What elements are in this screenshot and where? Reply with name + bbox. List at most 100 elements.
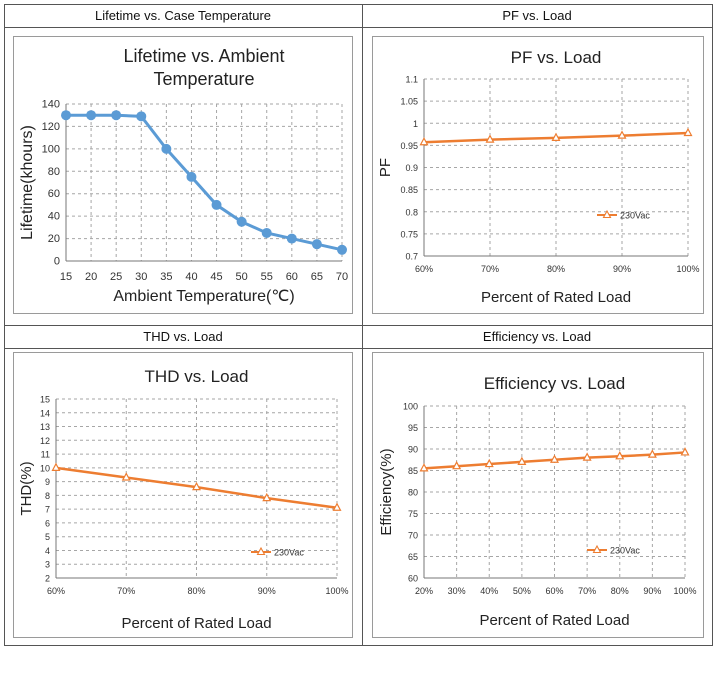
data-point [551,132,561,141]
legend-marker [602,209,612,219]
data-point [647,449,657,458]
x-tick-label: 45 [210,271,222,283]
x-tick-label: 80% [187,586,205,596]
x-axis-label-thd: Percent of Rated Load [121,615,271,632]
y-tick-label: 85 [408,466,418,476]
y-tick-label: 65 [408,552,418,562]
data-point [683,127,693,137]
x-tick-label: 80% [547,264,565,274]
data-point [419,137,429,146]
x-tick-label: 90% [613,264,631,274]
y-tick-label: 15 [40,395,50,405]
x-tick-label: 60% [47,586,65,596]
data-point [484,458,494,468]
y-tick-label: 1.05 [400,97,418,107]
data-point [136,111,147,122]
x-tick-label: 70 [336,271,348,283]
x-tick-label: 40% [480,586,498,596]
y-tick-label: 9 [45,477,50,487]
y-tick-label: 75 [408,509,418,519]
data-point [337,244,347,255]
data-point [51,462,61,471]
y-tick-label: 80 [408,488,418,498]
legend-marker [592,544,602,554]
data-point [311,239,322,250]
y-tick-label: 120 [42,121,60,133]
x-tick-label: 90% [258,586,276,596]
data-point [419,463,429,472]
data-point [452,460,462,470]
y-tick-label: 20 [48,233,60,245]
y-tick-label: 6 [45,518,50,528]
chart-title-lifetime: Temperature [153,69,254,89]
data-point [485,134,495,143]
data-point [582,452,592,461]
data-point [111,110,122,121]
x-tick-label: 80% [611,586,629,596]
x-tick-label: 30% [448,586,466,596]
data-point [549,454,560,463]
y-axis-label-thd: THD(%) [18,461,35,515]
x-axis-label-efficiency: Percent of Rated Load [479,612,629,629]
y-tick-label: 4 [45,546,50,556]
y-tick-label: 0.75 [400,229,418,239]
cell-title-lifetime: Lifetime vs. Case Temperature [94,8,272,23]
table-row-divider [5,325,712,326]
chart-panel-efficiency [372,352,704,638]
data-point [286,233,297,244]
y-tick-label: 0.7 [405,252,418,262]
y-tick-label: 5 [45,532,50,542]
y-tick-label: 13 [40,422,50,432]
table-row-divider [5,348,712,349]
data-point [617,130,627,139]
x-tick-label: 60% [545,586,563,596]
x-tick-label: 100% [673,586,696,596]
x-tick-label: 30 [135,271,147,283]
data-point [211,199,222,210]
chart-title-pf: PF vs. Load [511,48,602,67]
y-tick-label: 3 [45,560,50,570]
x-tick-label: 20% [415,586,433,596]
chart-panel-pf [372,36,704,314]
x-tick-label: 100% [325,586,348,596]
legend-label: 230Vac [620,211,650,221]
legend-label: 230Vac [610,546,640,556]
chart-title-lifetime: Lifetime vs. Ambient [123,46,284,66]
y-tick-label: 14 [40,408,50,418]
x-tick-label: 50 [236,271,248,283]
legend-label: 230Vac [274,548,304,558]
y-tick-label: 0 [54,256,60,268]
x-tick-label: 40 [185,271,197,283]
cell-title-thd: THD vs. Load [143,329,223,344]
x-tick-label: 70% [481,264,499,274]
y-tick-label: 1 [413,119,418,129]
x-tick-label: 65 [311,271,323,283]
chart-title-efficiency: Efficiency vs. Load [484,374,625,393]
data-point [332,502,342,511]
y-tick-label: 70 [408,531,418,541]
y-tick-label: 2 [45,574,50,584]
y-axis-label-pf: PF [377,158,394,177]
cell-title-pf: PF vs. Load [502,8,572,23]
cell-title-efficiency: Efficiency vs. Load [482,329,592,344]
table-row-divider [5,27,712,28]
y-tick-label: 8 [45,491,50,501]
y-tick-label: 1.1 [405,75,418,85]
series-line-lifetime [66,113,343,252]
data-point [517,456,527,465]
data-point [86,110,97,121]
y-tick-label: 100 [403,402,418,412]
y-tick-label: 80 [48,166,60,178]
x-axis-label-lifetime: Ambient Temperature(℃) [113,288,294,305]
x-tick-label: 15 [60,271,72,283]
y-tick-label: 10 [40,463,50,473]
y-tick-label: 7 [45,505,50,515]
y-axis-label-efficiency: Efficiency(%) [378,448,395,535]
data-point [121,472,131,481]
y-tick-label: 90 [408,445,418,455]
y-tick-label: 40 [48,211,60,223]
x-tick-label: 60 [286,271,298,283]
y-tick-label: 0.9 [405,163,418,173]
x-tick-label: 55 [261,271,273,283]
